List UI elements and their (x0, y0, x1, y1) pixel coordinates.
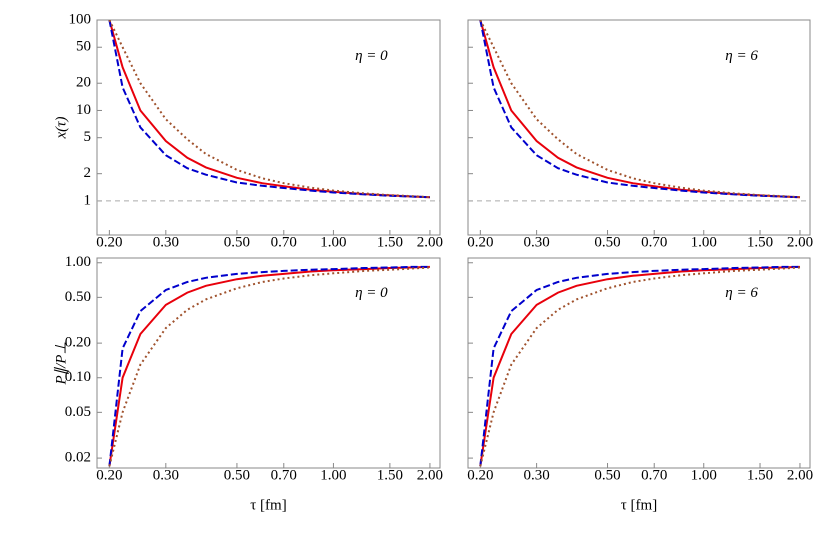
x-tick-label: 1.00 (691, 234, 717, 250)
annotation: η = 0 (355, 285, 388, 301)
plot-frame (467, 19, 811, 236)
curve (108, 20, 430, 199)
x-tick-label: 0.30 (523, 467, 549, 483)
y-tick-label: 1 (84, 192, 92, 208)
x-tick-label: 0.70 (641, 467, 667, 483)
x-tick-label: 1.00 (691, 467, 717, 483)
x-tick-label: 2.00 (417, 467, 443, 483)
y-tick-label: 0.20 (65, 335, 91, 351)
y-tick-label: 2 (84, 165, 92, 181)
y-axis-label: x(τ) (53, 116, 69, 139)
curve (108, 265, 430, 467)
plot-frame (467, 257, 811, 469)
x-tick-label: 0.50 (224, 234, 250, 250)
x-tick-label: 1.50 (377, 234, 403, 250)
x-tick-label: 0.50 (594, 467, 620, 483)
curve (108, 20, 430, 199)
curve (479, 265, 800, 467)
y-tick-label: 20 (76, 75, 91, 91)
panel: 0.20 0.30 0.50 0.70 1.00 1.50 2.00 1 2 5 10 20 50 100… (53, 11, 443, 250)
y-tick-label: 0.05 (65, 404, 91, 420)
annotation: η = 0 (355, 48, 388, 64)
y-tick-label: 1.00 (65, 254, 91, 270)
x-tick-label: 0.70 (641, 234, 667, 250)
x-tick-label: 0.50 (594, 234, 620, 250)
x-tick-label: 1.50 (747, 234, 773, 250)
curve (479, 20, 801, 199)
y-tick-label: 0.10 (65, 369, 91, 385)
plot-frame (96, 257, 441, 469)
y-tick-label: 10 (76, 102, 91, 118)
x-tick-label: 0.70 (271, 467, 297, 483)
y-tick-label: 50 (76, 39, 91, 55)
y-tick-label: 5 (84, 129, 92, 145)
x-tick-label: 0.30 (153, 467, 179, 483)
panel: 0.20 0.30 0.50 0.70 1.00 1.50 2.00 η = 6 (467, 19, 813, 250)
x-tick-label: 0.20 (467, 234, 493, 250)
curve (108, 266, 430, 467)
x-tick-label: 0.30 (523, 234, 549, 250)
y-tick-label: 100 (69, 11, 92, 27)
panel: 0.20 0.30 0.50 0.70 1.00 1.50 2.00 0.02 0.05 0.10… (53, 254, 443, 513)
panel: 0.20 0.30 0.50 0.70 1.00 1.50 2.00 η = 6 τ [fm] (467, 257, 813, 513)
x-tick-label: 2.00 (787, 467, 813, 483)
x-tick-label: 0.20 (96, 467, 122, 483)
x-tick-label: 0.20 (96, 234, 122, 250)
x-tick-label: 2.00 (787, 234, 813, 250)
x-tick-label: 2.00 (417, 234, 443, 250)
x-tick-label: 1.50 (377, 467, 403, 483)
x-tick-label: 0.20 (467, 467, 493, 483)
x-axis-label: τ [fm] (250, 497, 286, 513)
plot-frame (96, 19, 441, 236)
curve (479, 266, 801, 467)
x-tick-label: 0.70 (271, 234, 297, 250)
x-tick-label: 0.30 (153, 234, 179, 250)
annotation: η = 6 (725, 48, 758, 64)
x-tick-label: 1.00 (320, 234, 346, 250)
y-axis-label: P∥/P⊥ (53, 341, 69, 385)
x-tick-label: 0.50 (224, 467, 250, 483)
x-axis-label: τ [fm] (621, 497, 657, 513)
y-tick-label: 0.02 (65, 450, 91, 466)
x-tick-label: 1.00 (320, 467, 346, 483)
y-tick-label: 0.50 (65, 289, 91, 305)
annotation: η = 6 (725, 285, 758, 301)
x-tick-label: 1.50 (747, 467, 773, 483)
curve (479, 20, 801, 199)
